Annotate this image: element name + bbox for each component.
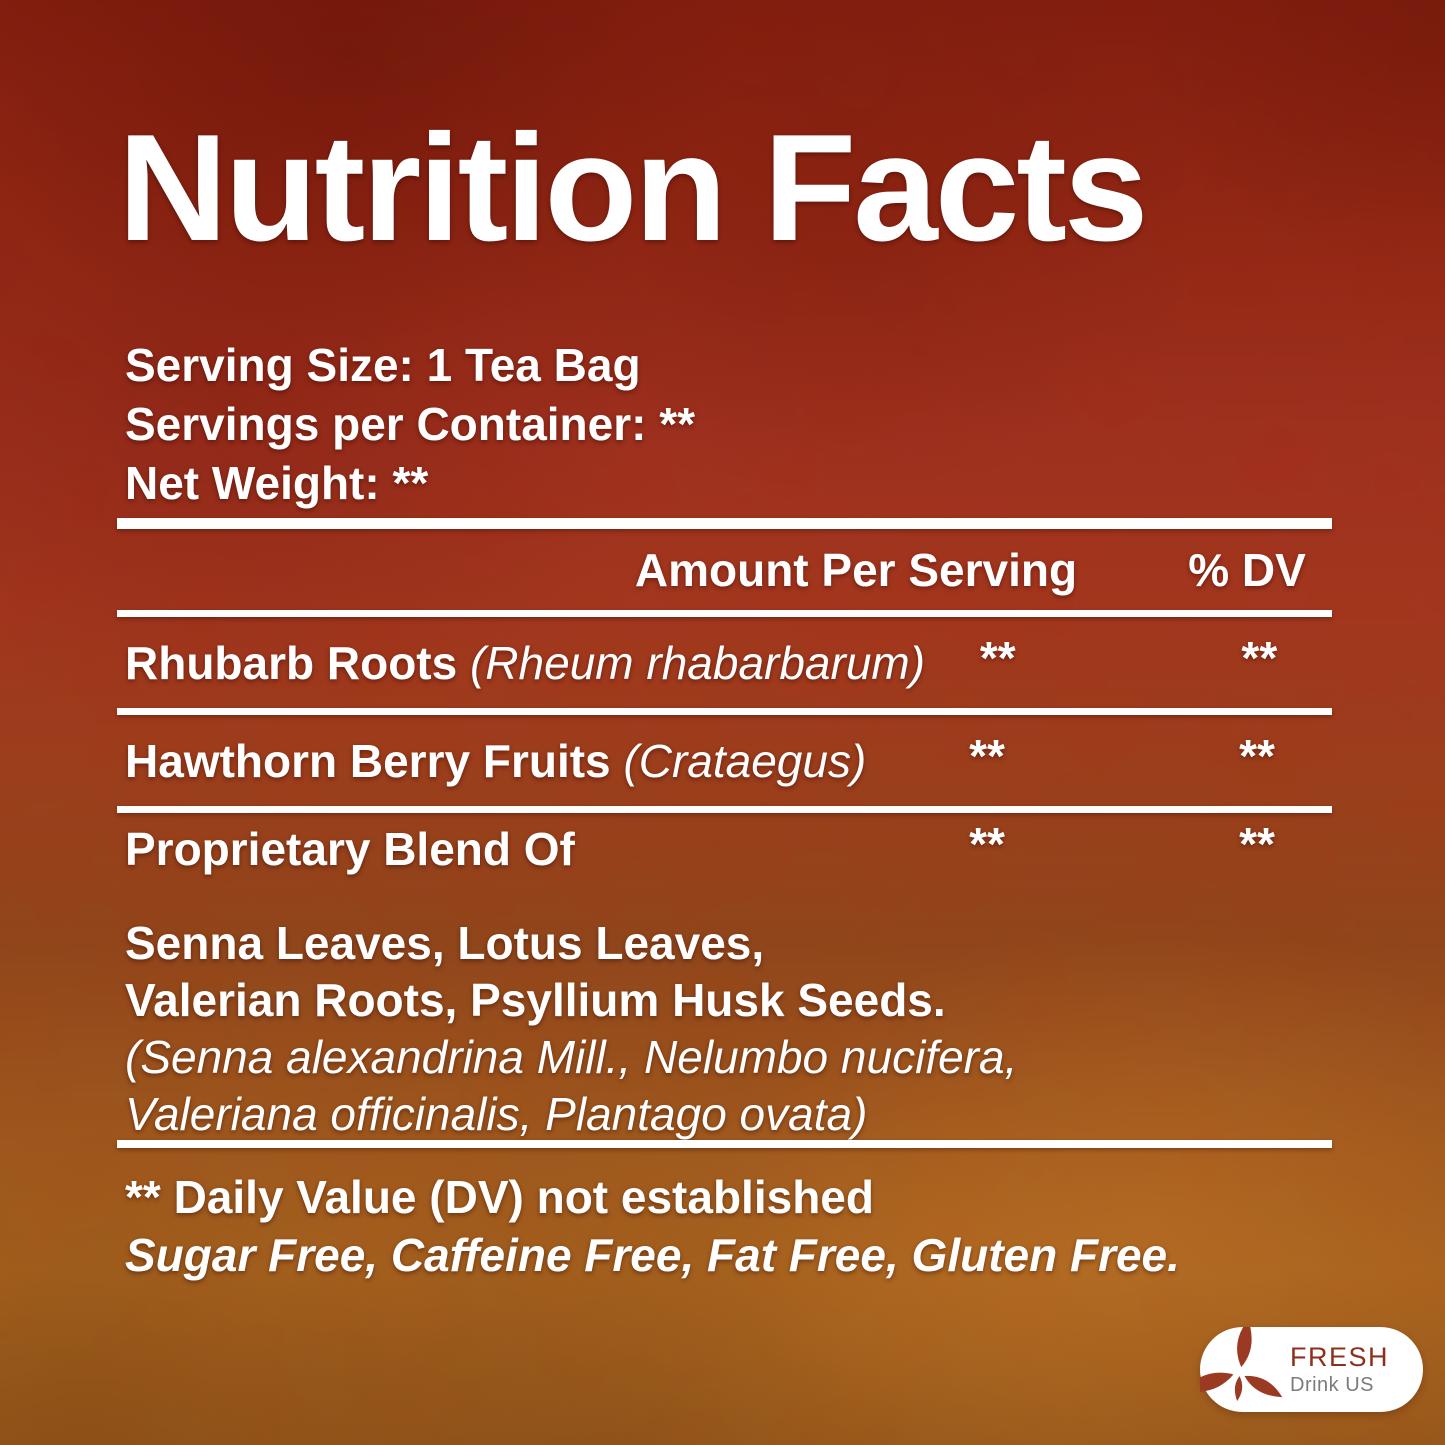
ingredient-name: Proprietary Blend Of (117, 822, 912, 876)
free-claims-note: Sugar Free, Caffeine Free, Fat Free, Glu… (125, 1229, 1180, 1281)
divider-thin (117, 708, 1332, 715)
serving-size: Serving Size: 1 Tea Bag (125, 339, 641, 391)
blend-description: Senna Leaves, Lotus Leaves, Valerian Roo… (125, 915, 1225, 1143)
ingredient-name: Rhubarb Roots (Rheum rhabarbarum) (117, 636, 925, 690)
divider-bottom (117, 1140, 1332, 1148)
table-row: Hawthorn Berry Fruits (Crataegus) ** ** (117, 715, 1332, 806)
brand-name: FRESH (1290, 1342, 1390, 1372)
amount-per-serving-header: Amount Per Serving (634, 543, 1078, 596)
dv-not-established-note: ** Daily Value (DV) not established (125, 1171, 874, 1223)
blend-line: Senna Leaves, Lotus Leaves, (125, 917, 765, 969)
dv-value: ** (1241, 632, 1278, 684)
amount-value: ** (979, 632, 1016, 684)
blend-line: Valerian Roots, Psyllium Husk Seeds. (125, 974, 946, 1026)
serving-info: Serving Size: 1 Tea Bag Servings per Con… (125, 336, 695, 513)
leaf-icon (1181, 1319, 1288, 1412)
divider-thick (117, 518, 1332, 529)
page-title: Nutrition Facts (118, 103, 1148, 273)
net-weight: Net Weight: ** (125, 457, 429, 509)
divider-thin (117, 806, 1332, 813)
dv-header: % DV (1188, 543, 1306, 596)
brand-words: FRESH Drink US (1288, 1342, 1390, 1396)
table-header: Amount Per Serving % DV (117, 529, 1332, 610)
amount-value: ** (969, 818, 1005, 870)
ingredient-latin-name: (Crataegus) (623, 734, 867, 787)
blend-latin-line: Valeriana officinalis, Plantago ovata) (125, 1088, 868, 1140)
ingredient-common-name: Hawthorn Berry Fruits (125, 734, 624, 787)
blend-latin-line: (Senna alexandrina Mill., Nelumbo nucife… (125, 1031, 1018, 1083)
brand-logo: FRESH Drink US (1181, 1319, 1423, 1412)
table-row: Proprietary Blend Of ** ** (117, 813, 1332, 885)
servings-per-container: Servings per Container: ** (125, 398, 696, 450)
table-row: Rhubarb Roots (Rheum rhabarbarum) ** ** (117, 617, 1332, 708)
footnotes: ** Daily Value (DV) not established Suga… (125, 1168, 1275, 1284)
amount-value: ** (969, 730, 1005, 782)
dv-value: ** (1239, 730, 1275, 782)
ingredient-common-name: Rhubarb Roots (125, 636, 470, 689)
divider-thin (117, 610, 1332, 617)
brand-subtitle: Drink US (1290, 1374, 1375, 1396)
ingredient-name: Hawthorn Berry Fruits (Crataegus) (117, 734, 912, 788)
dv-value: ** (1239, 818, 1275, 870)
ingredient-latin-name: (Rheum rhabarbarum) (469, 636, 926, 689)
ingredient-common-name: Proprietary Blend Of (125, 823, 575, 875)
